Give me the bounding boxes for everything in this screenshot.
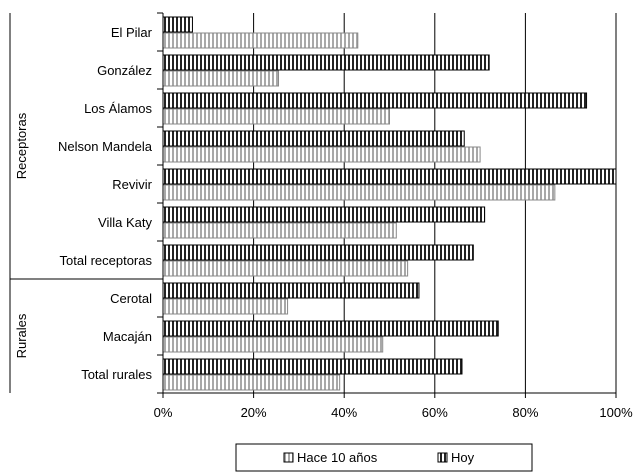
x-tick-60: 60%: [422, 405, 448, 420]
x-tick-80: 80%: [512, 405, 538, 420]
axes: [9, 12, 617, 398]
bar-hace-10-anos-revivir: [162, 184, 556, 201]
category-label-gonzalez: González: [97, 63, 152, 78]
category-label-villa-katy: Villa Katy: [98, 215, 152, 230]
category-label-nelson-mandela: Nelson Mandela: [58, 139, 153, 154]
bars: [162, 16, 617, 391]
bar-hace-10-anos-los-alamos: [162, 108, 390, 125]
bar-hace-10-anos-macajan: [162, 336, 384, 353]
x-tick-100: 100%: [599, 405, 633, 420]
bar-hoy-total-receptoras: [162, 244, 474, 261]
group-label-receptoras: Receptoras: [14, 112, 29, 179]
bar-hace-10-anos-nelson-mandela: [162, 146, 481, 163]
x-tick-40: 40%: [331, 405, 357, 420]
category-label-revivir: Revivir: [112, 177, 152, 192]
bar-hoy-revivir: [162, 168, 617, 185]
bar-hoy-cerotal: [162, 282, 420, 299]
bar-hoy-gonzalez: [162, 54, 490, 71]
bar-hoy-macajan: [162, 320, 499, 337]
legend-label-hoy: Hoy: [451, 450, 475, 465]
bar-hace-10-anos-el-pilar: [162, 32, 359, 49]
group-label-rurales: Rurales: [14, 313, 29, 358]
legend-swatch-hace-10-anos: [283, 452, 294, 463]
legend: Hace 10 años Hoy: [235, 443, 533, 472]
x-tick-20: 20%: [241, 405, 267, 420]
legend-label-hace-10-anos: Hace 10 años: [297, 450, 378, 465]
bar-hoy-los-alamos: [162, 92, 588, 109]
group-labels: Receptoras Rurales: [14, 112, 29, 358]
x-tick-labels: 0% 20% 40% 60% 80% 100%: [154, 405, 633, 420]
bar-hace-10-anos-villa-katy: [162, 222, 397, 239]
bar-hoy-total-rurales: [162, 358, 463, 375]
bar-hace-10-anos-total-receptoras: [162, 260, 409, 277]
legend-box: [235, 443, 533, 472]
bar-hoy-nelson-mandela: [162, 130, 465, 147]
category-label-cerotal: Cerotal: [110, 291, 152, 306]
category-label-los-alamos: Los Álamos: [84, 101, 152, 116]
category-label-total-rurales: Total rurales: [81, 367, 152, 382]
category-label-macajan: Macaján: [103, 329, 152, 344]
bar-hace-10-anos-cerotal: [162, 298, 289, 315]
bar-hoy-villa-katy: [162, 206, 486, 223]
category-label-total-receptoras: Total receptoras: [60, 253, 153, 268]
bar-hoy-el-pilar: [162, 16, 193, 33]
category-label-el-pilar: El Pilar: [111, 25, 153, 40]
x-tick-0: 0%: [154, 405, 173, 420]
legend-swatch-hoy: [437, 452, 448, 463]
bar-hace-10-anos-gonzalez: [162, 70, 280, 87]
bar-hace-10-anos-total-rurales: [162, 374, 341, 391]
category-labels: El Pilar González Los Álamos Nelson Mandela…: [58, 25, 153, 382]
